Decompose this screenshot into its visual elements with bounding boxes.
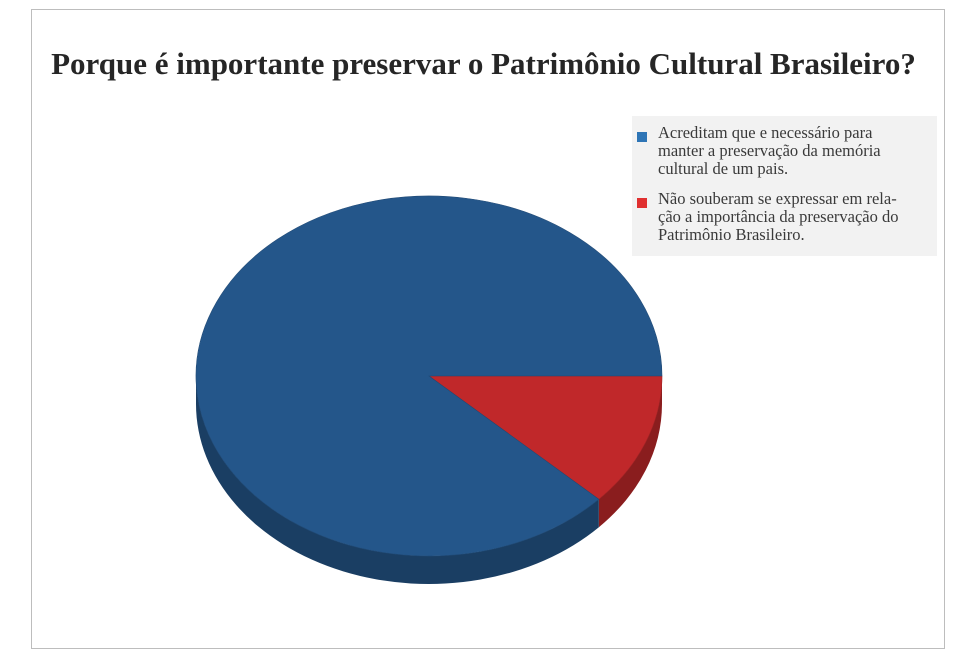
pie-slice-1 — [428, 375, 663, 500]
pie-slice-0 — [195, 195, 663, 557]
pie-side-0 — [196, 376, 599, 584]
pie-side-1 — [598, 376, 662, 528]
legend-swatch-blue — [637, 132, 647, 142]
legend-label: Acreditam que e necessário para manter a… — [658, 123, 881, 178]
pie-chart — [195, 195, 663, 584]
legend-swatch-red — [637, 198, 647, 208]
legend-label: Não souberam se expressar em rela- ção a… — [658, 189, 899, 244]
chart-title: Porque é importante preservar o Patrimôn… — [51, 46, 916, 81]
legend: Acreditam que e necessário para manter a… — [632, 116, 937, 256]
